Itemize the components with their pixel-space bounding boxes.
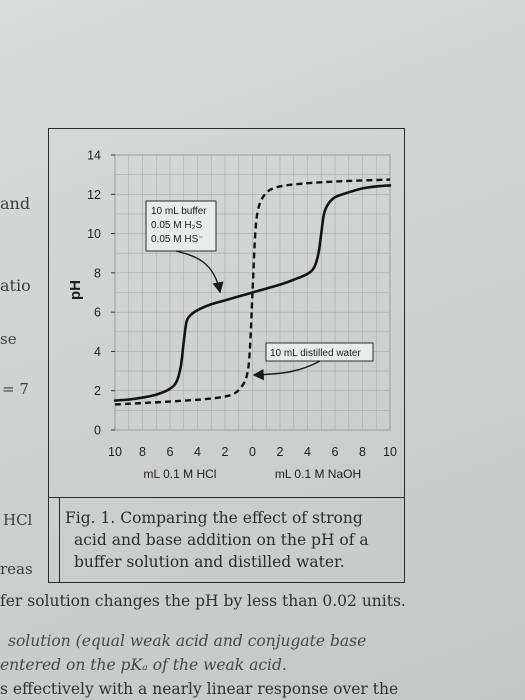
x-tick-label: 6	[332, 445, 339, 459]
caption-box	[59, 497, 405, 583]
side-text-se: se	[0, 330, 17, 348]
y-tick-label: 14	[87, 149, 101, 163]
y-tick-label: 4	[94, 345, 101, 359]
x-tick-label: 4	[194, 445, 201, 459]
x-axis-label-naoh: mL 0.1 M NaOH	[275, 467, 361, 481]
y-tick-label: 10	[87, 227, 101, 241]
x-tick-label: 10	[108, 445, 122, 459]
caption-line: Fig. 1. Comparing the effect of strong	[65, 509, 363, 527]
figure-divider	[48, 497, 405, 498]
side-text-eq7: = 7	[2, 380, 29, 398]
x-axis-label-hcl: mL 0.1 M HCl	[144, 467, 217, 481]
buffer-label-text: 0.05 M H₂S	[151, 220, 202, 231]
y-tick-label: 0	[94, 424, 101, 438]
x-tick-label: 8	[139, 445, 146, 459]
side-text-and: and	[0, 194, 31, 213]
y-tick-label: 6	[94, 306, 101, 320]
x-tick-label: 2	[277, 445, 284, 459]
x-tick-label: 4	[304, 445, 311, 459]
body-text-line: fer solution changes the pH by less than…	[0, 592, 406, 610]
side-text-atio: atio	[0, 276, 31, 295]
figure-caption: Fig. 1. Comparing the effect of strong a…	[65, 507, 385, 573]
x-tick-label: 10	[383, 445, 397, 459]
x-tick-label: 6	[167, 445, 174, 459]
x-tick-label: 0	[249, 445, 256, 459]
water-curve	[114, 178, 391, 406]
body-text-line: solution (equal weak acid and conjugate …	[8, 632, 367, 650]
body-text-line: s effectively with a nearly linear respo…	[0, 680, 399, 698]
caption-line: buffer solution and distilled water.	[74, 553, 345, 571]
figure-frame	[48, 128, 405, 583]
y-axis-label: pH	[67, 280, 84, 300]
x-tick-label: 8	[359, 445, 366, 459]
buffer-label-text: 0.05 M HS⁻	[151, 234, 204, 245]
caption-line: acid and base addition on the pH of a	[74, 531, 369, 549]
buffer-label-box	[145, 200, 217, 252]
side-text-reas: reas	[0, 560, 33, 578]
water-label-text: 10 mL distilled water	[270, 348, 361, 359]
buffer-arrow	[175, 250, 224, 294]
y-tick-label: 2	[94, 384, 101, 398]
body-text-line: entered on the pKₐ of the weak acid.	[0, 656, 287, 674]
side-text-hcl: HCl	[3, 511, 33, 529]
x-tick-label: 2	[222, 445, 229, 459]
y-tick-label: 8	[94, 266, 101, 280]
water-arrow	[252, 360, 321, 381]
buffer-label-text: 10 mL buffer	[151, 206, 207, 217]
y-tick-label: 12	[87, 188, 101, 202]
